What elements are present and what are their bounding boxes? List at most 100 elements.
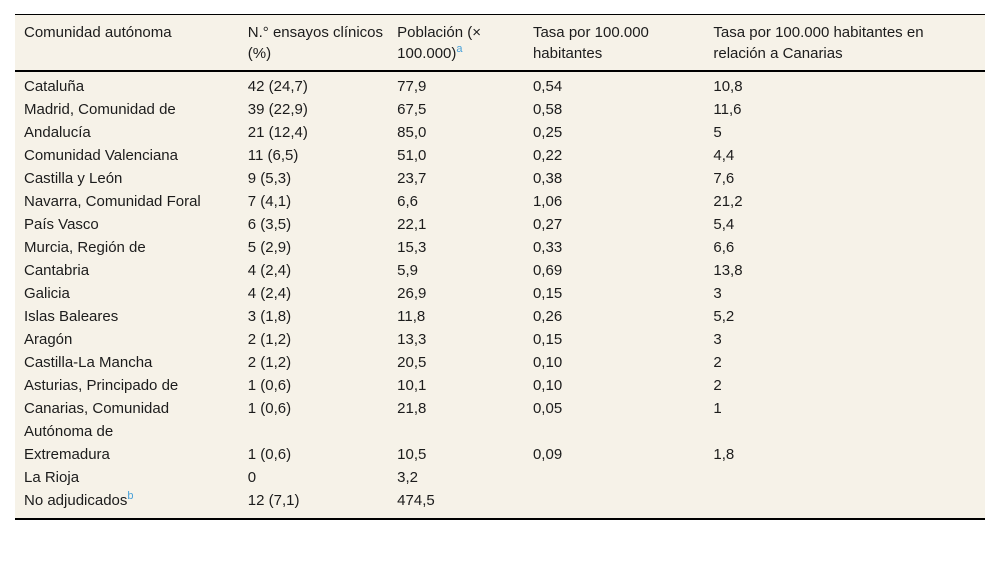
- cell-comunidad: Navarra, Comunidad Foral: [24, 193, 201, 210]
- cell-comunidad: Castilla-La Mancha: [24, 354, 153, 371]
- cell-ensayos: 42 (24,7): [247, 78, 308, 95]
- cell-tasa-canarias: 1: [713, 400, 722, 417]
- header-row: Comunidad autónoma N.° ensayos clínicos …: [15, 15, 985, 72]
- cell-tasa: 0,09: [532, 446, 563, 463]
- table-row: País Vasco 6 (3,5) 22,1 0,27 5,4: [15, 213, 985, 236]
- table-row: La Rioja 0 3,2: [15, 466, 985, 489]
- cell-poblacion: 10,1: [397, 377, 427, 394]
- cell-comunidad: Madrid, Comunidad de: [24, 101, 176, 118]
- cell-tasa-canarias: 4,4: [713, 147, 735, 164]
- table-row: Canarias, Comunidad Autónoma de 1 (0,6) 21…: [15, 397, 985, 443]
- table-row: Comunidad Valenciana 11 (6,5) 51,0 0,22 4,4: [15, 144, 985, 167]
- table-row: Galicia 4 (2,4) 26,9 0,15 3: [15, 282, 985, 305]
- cell-tasa: 0,25: [532, 124, 563, 141]
- cell-tasa: 0,58: [532, 101, 563, 118]
- cell-ensayos: 6 (3,5): [247, 216, 292, 233]
- cell-tasa-canarias: 5,4: [713, 216, 735, 233]
- cell-poblacion: 23,7: [397, 170, 427, 187]
- cell-comunidad: Cantabria: [24, 262, 90, 279]
- cell-poblacion: 11,8: [397, 308, 426, 325]
- cell-comunidad: Castilla y León: [24, 170, 123, 187]
- column-header-tasa-canarias: Tasa por 100.000 habitantes en relación …: [713, 15, 985, 72]
- table-body: Cataluña 42 (24,7) 77,9 0,54 10,8 Madrid, Com…: [15, 71, 985, 518]
- cell-tasa-canarias: 5: [713, 124, 722, 141]
- cell-ensayos: 11 (6,5): [247, 147, 299, 164]
- cell-tasa: 0,26: [532, 308, 563, 325]
- cell-poblacion: 5,9: [397, 262, 419, 279]
- cell-poblacion: 474,5: [397, 492, 435, 509]
- table-row: No adjudicadosb 12 (7,1) 474,5: [15, 489, 985, 518]
- cell-poblacion: 26,9: [397, 285, 427, 302]
- table-row: Andalucía 21 (12,4) 85,0 0,25 5: [15, 121, 985, 144]
- cell-poblacion: 77,9: [397, 78, 427, 95]
- cell-comunidad: Murcia, Región de: [24, 239, 146, 256]
- table-row: Cantabria 4 (2,4) 5,9 0,69 13,8: [15, 259, 985, 282]
- cell-tasa-canarias: 2: [713, 354, 722, 371]
- cell-tasa-canarias: [713, 489, 985, 518]
- column-header-comunidad: Comunidad autónoma: [15, 15, 248, 72]
- cell-ensayos: 4 (2,4): [247, 285, 292, 302]
- cell-tasa: 0,54: [532, 78, 563, 95]
- cell-tasa-canarias: [713, 466, 985, 489]
- cell-ensayos: 4 (2,4): [247, 262, 292, 279]
- cell-tasa: 0,22: [532, 147, 563, 164]
- footnote-marker-b[interactable]: b: [127, 490, 134, 502]
- cell-comunidad: Andalucía: [24, 124, 91, 141]
- cell-poblacion: 3,2: [397, 469, 419, 486]
- cell-tasa-canarias: 13,8: [713, 262, 743, 279]
- footnote-marker-a[interactable]: a: [456, 43, 463, 55]
- cell-comunidad: La Rioja: [24, 469, 80, 486]
- cell-comunidad: Aragón: [24, 331, 73, 348]
- table-row: Castilla y León 9 (5,3) 23,7 0,38 7,6: [15, 167, 985, 190]
- cell-ensayos: 0: [247, 469, 257, 486]
- table-row: Aragón 2 (1,2) 13,3 0,15 3: [15, 328, 985, 351]
- cell-tasa: 0,10: [532, 354, 563, 371]
- table-row: Extremadura 1 (0,6) 10,5 0,09 1,8: [15, 443, 985, 466]
- cell-tasa: 1,06: [532, 193, 563, 210]
- cell-tasa-canarias: 3: [713, 285, 722, 302]
- cell-comunidad: Asturias, Principado de: [24, 377, 179, 394]
- cell-tasa: 0,15: [532, 331, 563, 348]
- cell-poblacion: 22,1: [397, 216, 427, 233]
- cell-comunidad: Galicia: [24, 285, 70, 302]
- cell-tasa: 0,38: [532, 170, 563, 187]
- cell-tasa: 0,27: [532, 216, 563, 233]
- cell-ensayos: 3 (1,8): [247, 308, 292, 325]
- column-header-label: Tasa por 100.000 habitantes en relación …: [713, 24, 924, 62]
- cell-comunidad: Cataluña: [24, 78, 85, 95]
- cell-ensayos: 39 (22,9): [247, 101, 308, 118]
- cell-comunidad: Canarias, Comunidad Autónoma de: [24, 400, 170, 440]
- table-row: Murcia, Región de 5 (2,9) 15,3 0,33 6,6: [15, 236, 985, 259]
- column-header-label: Comunidad autónoma: [24, 24, 172, 41]
- cell-ensayos: 2 (1,2): [247, 331, 292, 348]
- table-header: Comunidad autónoma N.° ensayos clínicos …: [15, 15, 985, 72]
- cell-poblacion: 13,3: [397, 331, 427, 348]
- cell-ensayos: 9 (5,3): [247, 170, 292, 187]
- cell-comunidad: Comunidad Valenciana: [24, 147, 178, 164]
- cell-comunidad: No adjudicadosb: [24, 490, 134, 510]
- cell-tasa-canarias: 3: [713, 331, 722, 348]
- cell-tasa-canarias: 6,6: [713, 239, 735, 256]
- cell-poblacion: 21,8: [397, 400, 427, 417]
- column-header-tasa: Tasa por 100.000 habitantes: [532, 15, 714, 72]
- cell-poblacion: 51,0: [397, 147, 427, 164]
- cell-tasa: [533, 466, 713, 489]
- column-header-ensayos: N.° ensayos clínicos (%): [247, 15, 398, 72]
- cell-tasa-canarias: 5,2: [713, 308, 735, 325]
- cell-tasa-canarias: 7,6: [713, 170, 735, 187]
- column-header-label: N.° ensayos clínicos (%): [247, 24, 384, 62]
- cell-poblacion: 15,3: [397, 239, 427, 256]
- cell-ensayos: 21 (12,4): [247, 124, 308, 141]
- cell-tasa-canarias: 10,8: [713, 78, 743, 95]
- table-row: Cataluña 42 (24,7) 77,9 0,54 10,8: [15, 71, 985, 98]
- cell-comunidad: País Vasco: [24, 216, 99, 233]
- cell-tasa: 0,69: [532, 262, 563, 279]
- cell-ensayos: 2 (1,2): [247, 354, 292, 371]
- cell-poblacion: 6,6: [397, 193, 419, 210]
- column-header-label: Población (× 100.000): [397, 24, 481, 62]
- cell-tasa-canarias: 11,6: [713, 101, 742, 118]
- column-header-poblacion: Población (× 100.000)a: [397, 15, 533, 72]
- table-row: Castilla-La Mancha 2 (1,2) 20,5 0,10 2: [15, 351, 985, 374]
- cell-tasa: 0,05: [532, 400, 563, 417]
- cell-tasa-canarias: 2: [713, 377, 722, 394]
